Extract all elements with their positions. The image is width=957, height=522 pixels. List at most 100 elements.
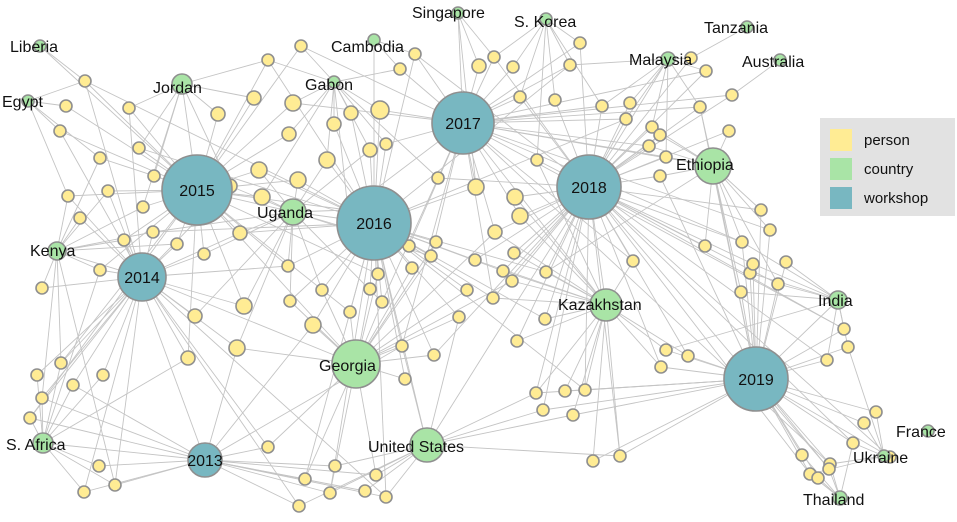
person-node <box>613 449 627 463</box>
edge <box>289 211 294 302</box>
country-label-kazakhstan: Kazakhstan <box>558 297 642 314</box>
country-node-tanzania <box>740 20 754 34</box>
person-node <box>496 264 510 278</box>
edge <box>588 186 891 458</box>
edge <box>56 157 101 252</box>
edge <box>298 444 428 507</box>
country-node-liberia <box>33 39 47 53</box>
edge <box>839 442 854 499</box>
person-node <box>35 281 49 295</box>
person-node <box>398 372 412 386</box>
edge <box>204 347 238 461</box>
person-node <box>467 178 485 196</box>
edge <box>826 299 839 361</box>
person-node <box>846 436 860 450</box>
workshop-label-2015: 2015 <box>179 183 215 200</box>
edge <box>194 211 294 317</box>
edge <box>601 58 669 107</box>
country-label-france: France <box>896 424 946 441</box>
person-node <box>362 142 378 158</box>
person-node <box>746 257 760 271</box>
edge <box>690 26 748 59</box>
edge <box>333 81 387 145</box>
edge <box>42 362 62 444</box>
person-node <box>820 353 834 367</box>
edge <box>545 18 556 101</box>
edge <box>141 276 269 448</box>
edge <box>512 18 547 68</box>
country-node-ethiopia <box>694 147 732 185</box>
person-node <box>642 139 656 153</box>
edge <box>588 186 811 475</box>
edge <box>41 397 206 461</box>
edge <box>29 276 143 419</box>
edge <box>651 58 669 128</box>
country-label-gabon: Gabon <box>305 77 353 94</box>
edge <box>785 261 839 301</box>
person-node <box>506 188 524 206</box>
edge <box>42 442 206 461</box>
person-node <box>538 312 552 326</box>
edge <box>545 165 714 273</box>
person-node <box>379 490 393 504</box>
person-node <box>136 200 150 214</box>
person-node <box>315 283 329 297</box>
legend-swatch-workshop <box>830 187 852 209</box>
edge <box>572 304 607 416</box>
edge <box>426 392 537 446</box>
country-label-malaysia: Malaysia <box>629 52 692 69</box>
edge <box>261 81 335 198</box>
person-node <box>405 261 419 275</box>
person-node <box>147 169 161 183</box>
edge <box>141 276 300 507</box>
person-node <box>250 161 268 179</box>
person-node <box>371 267 385 281</box>
labels-layer: Liberia Egypt Jordan Gabon Cambodia Singapore… <box>2 5 946 509</box>
country-node-egypt <box>21 94 35 108</box>
edge <box>741 241 839 301</box>
edge <box>373 39 416 55</box>
country-node-s-africa <box>32 432 54 454</box>
edge <box>588 186 830 470</box>
person-node <box>722 124 736 138</box>
edge <box>457 12 480 67</box>
workshop-label-2016: 2016 <box>356 216 392 233</box>
edge <box>373 118 627 224</box>
country-node-united-states <box>409 427 445 463</box>
edge <box>536 18 547 161</box>
person-node <box>35 391 49 405</box>
country-node-s-korea <box>539 12 553 26</box>
country-node-kenya <box>47 241 67 261</box>
edge <box>42 384 74 444</box>
person-node <box>370 100 390 120</box>
country-label-ukraine: Ukraine <box>853 450 908 467</box>
edge <box>809 455 885 475</box>
edge <box>712 165 779 285</box>
person-node <box>735 235 749 249</box>
edge <box>667 58 701 108</box>
person-node <box>431 171 445 185</box>
person-node <box>281 126 297 142</box>
edge <box>204 324 314 461</box>
edge <box>401 122 464 347</box>
edge <box>56 206 144 252</box>
person-node <box>754 203 768 217</box>
workshop-node-2015 <box>161 154 233 226</box>
person-node <box>653 169 667 183</box>
person-node <box>318 151 336 169</box>
country-label-jordan: Jordan <box>153 80 202 97</box>
person-node <box>180 350 196 366</box>
edge <box>665 58 669 158</box>
edge <box>181 83 255 99</box>
person-node <box>653 128 667 142</box>
edge <box>204 459 366 492</box>
person-node <box>228 339 246 357</box>
person-node <box>684 51 698 65</box>
person-node <box>53 124 67 138</box>
edge <box>519 18 547 98</box>
person-node <box>235 297 253 315</box>
edge <box>519 215 607 306</box>
person-node <box>487 224 503 240</box>
person-node <box>487 50 501 64</box>
edge <box>545 18 581 44</box>
